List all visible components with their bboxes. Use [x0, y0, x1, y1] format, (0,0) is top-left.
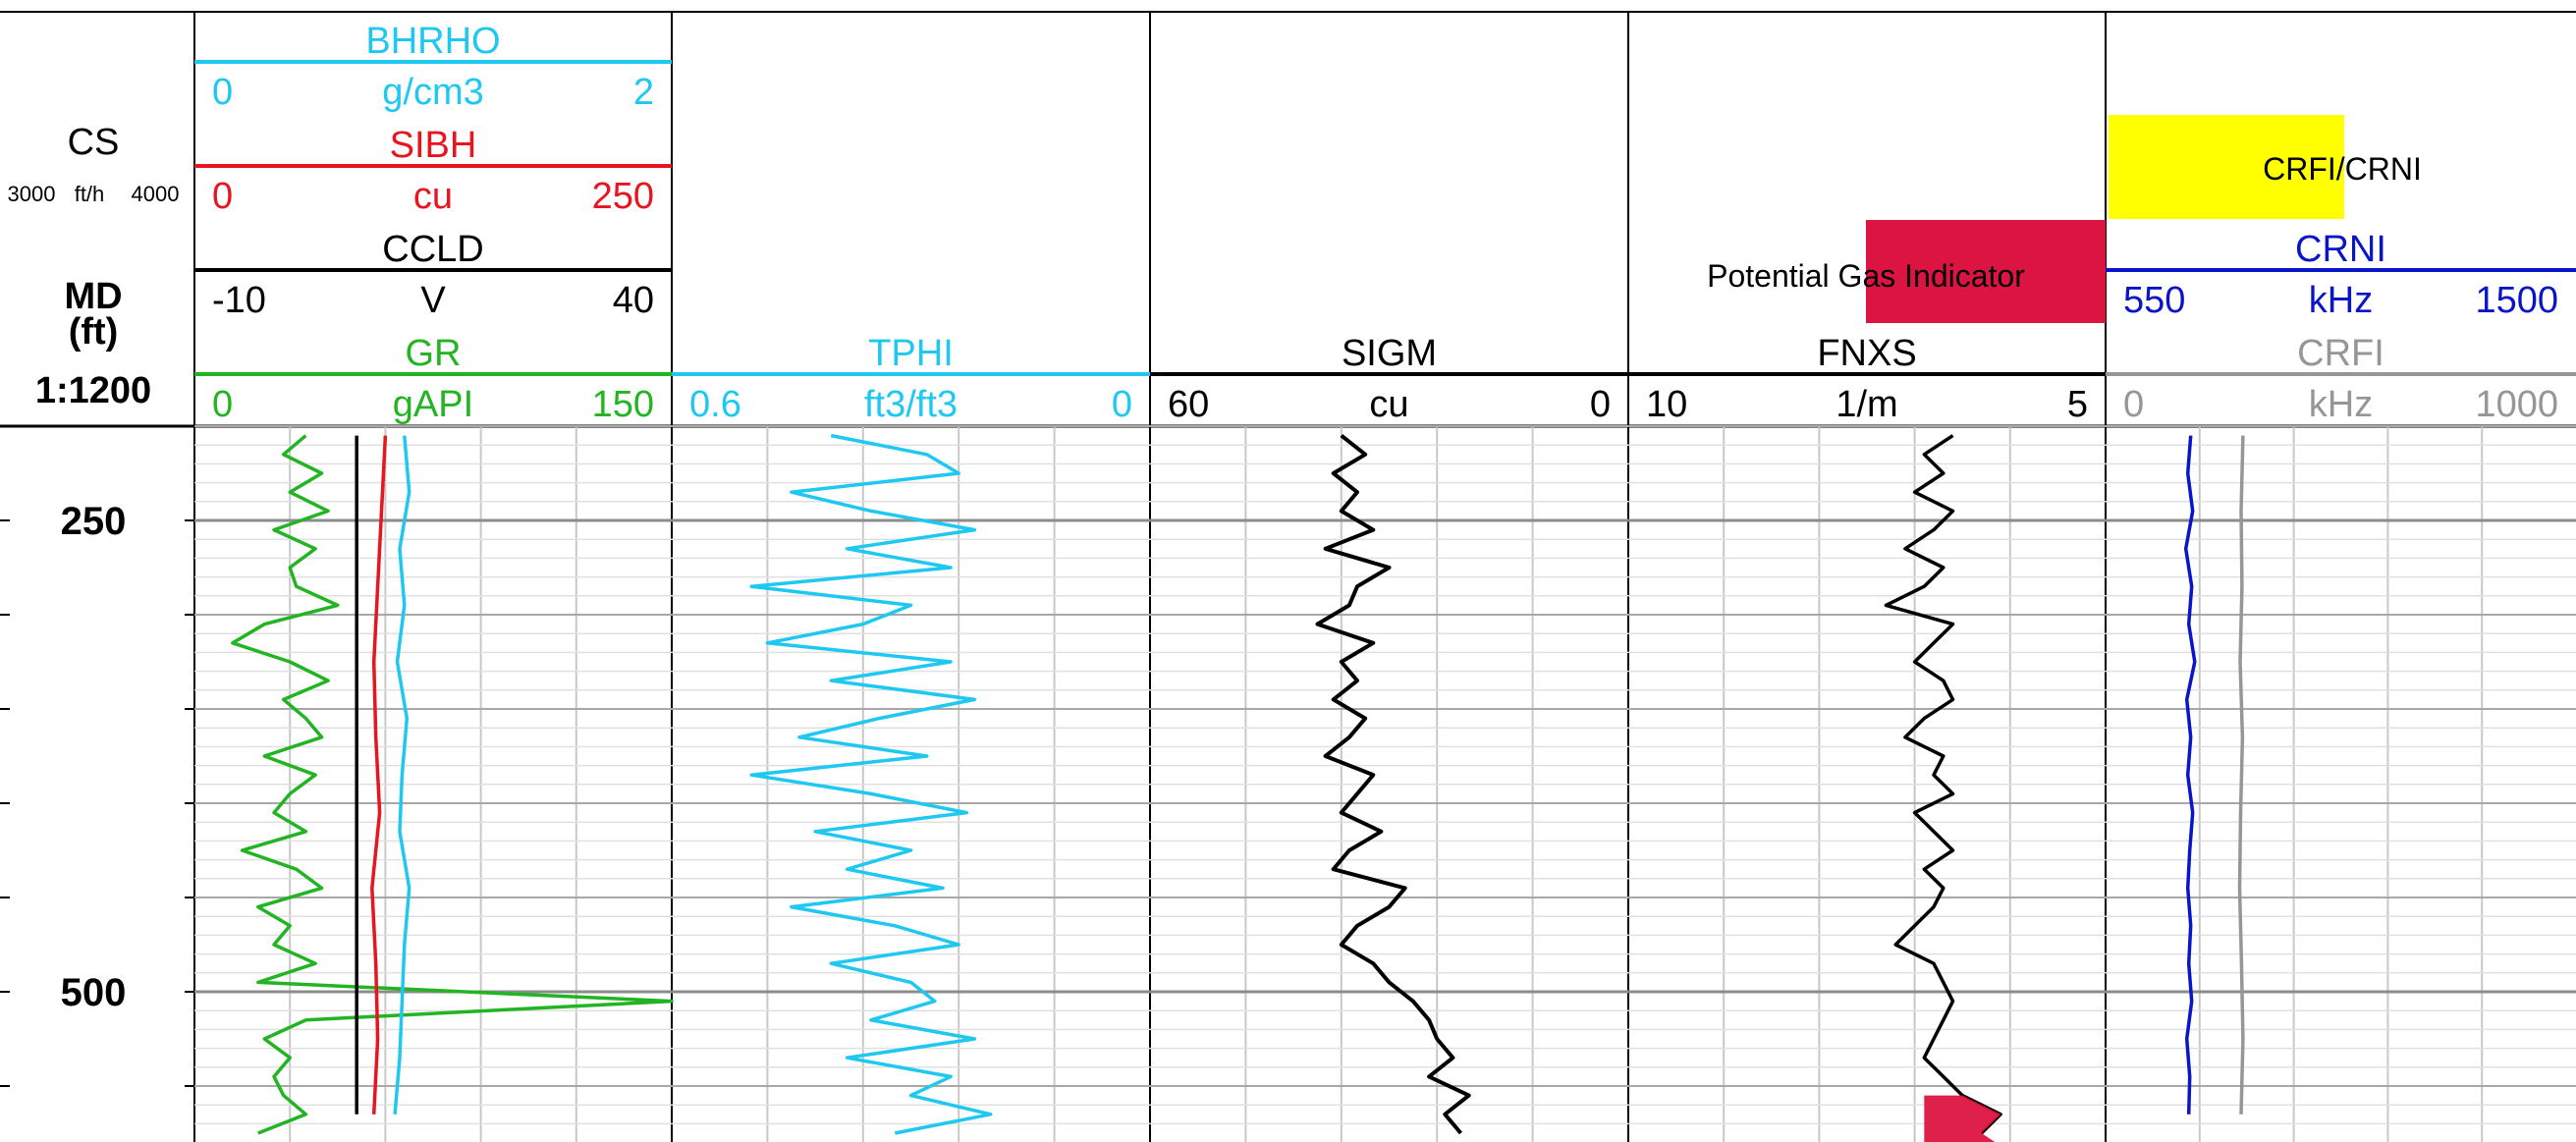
curve-crni	[2183, 435, 2197, 1115]
crfi-crni-swatch	[2109, 115, 2344, 219]
gas-indicator-fill	[1924, 1095, 2001, 1142]
curve-tphi	[749, 433, 993, 1135]
depth-label: 250	[61, 500, 127, 543]
curve-unit: g/cm3	[382, 72, 483, 113]
curve-max: 150	[592, 384, 654, 425]
curve-min: 0	[212, 72, 233, 113]
cs-range-left: 3000	[8, 182, 56, 206]
depth-scale: 1:1200	[35, 370, 151, 411]
crfi-crni-label: CRFI/CRNI	[2263, 151, 2422, 187]
curve-max: 0	[1112, 384, 1132, 425]
curve-max: 250	[592, 176, 654, 217]
md-unit: (ft)	[69, 311, 119, 353]
curve-name: SIGM	[1342, 333, 1437, 374]
cs-range-right: 4000	[132, 182, 180, 206]
curve-min: 10	[1646, 384, 1687, 425]
curve-name: CRNI	[2295, 229, 2386, 270]
curve-min: -10	[212, 280, 266, 321]
curve-unit: kHz	[2309, 384, 2373, 425]
md-label: MD	[64, 276, 122, 317]
curve-unit: 1/m	[1836, 384, 1897, 425]
curve-min: 0.6	[689, 384, 741, 425]
curve-crfi	[2237, 435, 2245, 1115]
depth-axis: 250 500	[0, 425, 194, 1087]
curve-bhrho	[393, 435, 411, 1115]
curve-unit: ft3/ft3	[864, 384, 958, 425]
log-curves	[231, 433, 2245, 1142]
cs-unit: ft/h	[75, 182, 105, 206]
curve-max: 40	[613, 280, 654, 321]
gas-indicator-label: Potential Gas Indicator	[1707, 258, 2025, 294]
curve-max: 1500	[2475, 280, 2558, 321]
cs-curve-name: CS	[68, 122, 120, 163]
depth-track-header: CS 3000 ft/h 4000 MD (ft) 1:1200	[8, 122, 180, 411]
depth-label: 500	[61, 971, 127, 1014]
curve-min: 0	[212, 176, 233, 217]
curve-name: CCLD	[382, 229, 483, 270]
curve-unit: gAPI	[393, 384, 473, 425]
curve-max: 1000	[2475, 384, 2558, 425]
curve-headers: BHRHO 0 g/cm3 2 SIBH 0 cu 250 CCLD -10 V 40 GR 0 gAPI 1…	[194, 21, 2576, 425]
curve-unit: V	[420, 280, 446, 321]
curve-name: CRFI	[2297, 333, 2384, 374]
curve-min: 0	[2123, 384, 2144, 425]
curve-name: TPHI	[868, 333, 954, 374]
gas-indicator-swatch	[1866, 220, 2106, 323]
curve-gr	[231, 434, 674, 1135]
curve-max: 2	[633, 72, 654, 113]
curve-unit: kHz	[2309, 280, 2373, 321]
curve-name: SIBH	[390, 125, 477, 166]
curve-max: 0	[1590, 384, 1611, 425]
curve-unit: cu	[1369, 384, 1408, 425]
depth-grid	[194, 425, 2576, 1142]
curve-max: 5	[2067, 384, 2088, 425]
curve-unit: cu	[413, 176, 453, 217]
curve-fnxs	[1884, 434, 2002, 1135]
curve-name: FNXS	[1817, 333, 1916, 374]
curve-sigm	[1315, 434, 1471, 1135]
curve-sibh	[370, 435, 388, 1115]
curve-name: BHRHO	[365, 21, 500, 62]
curve-min: 60	[1168, 384, 1209, 425]
curve-name: GR	[406, 333, 462, 374]
curve-min: 550	[2123, 280, 2185, 321]
curve-min: 0	[212, 384, 233, 425]
